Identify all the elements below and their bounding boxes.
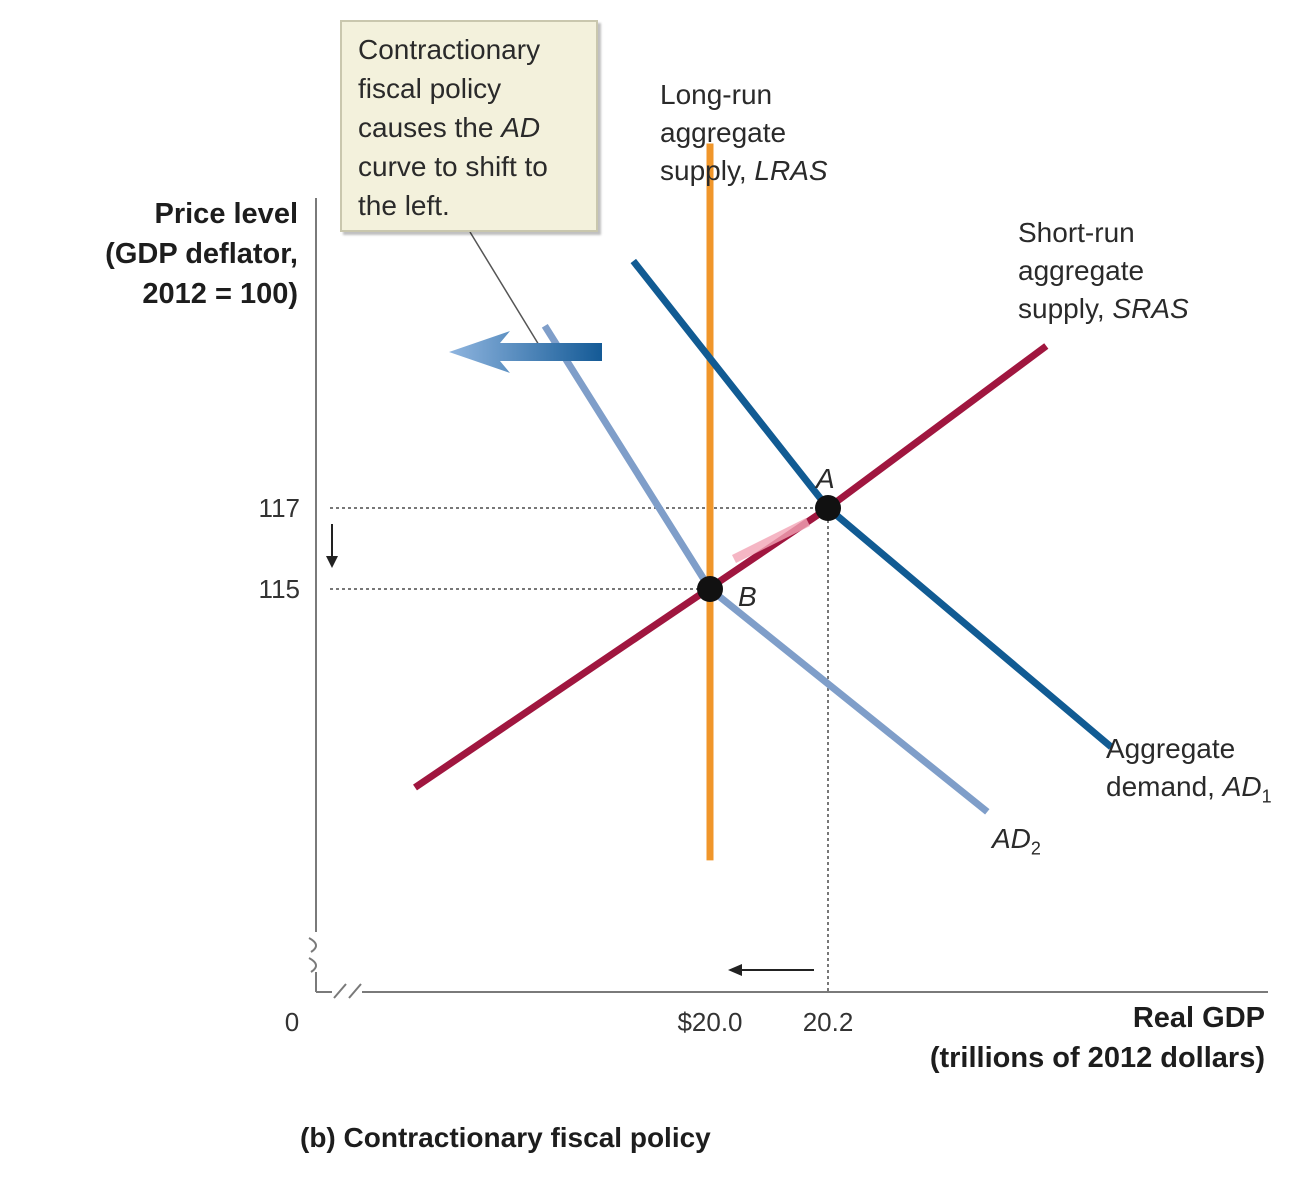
point-b-label: B [738,581,757,612]
sras-label: Short-run aggregate supply, SRAS [1018,217,1189,324]
curve-ad2 [541,323,990,815]
callout-box: Contractionary fiscal policy causes the … [340,20,598,232]
callout-line-1: Contractionary [358,34,541,65]
y-axis-title: Price level (GDP deflator, 2012 = 100) [105,198,298,310]
price-down-arrow-icon [326,556,338,568]
callout-line-5: the left. [358,190,450,221]
y-tick-115: 115 [259,574,300,604]
equilibrium-point-b [697,576,723,602]
y-tick-117: 117 [259,493,300,523]
chart-curves [413,143,1114,861]
x-axis-break [333,983,362,999]
chart-tick-labels: 115 117 $20.0 20.2 0 [259,493,854,1037]
ad2-label: AD2 [992,823,1041,859]
callout-line-3: causes the AD [358,112,541,143]
x-axis-title: Real GDP (trillions of 2012 dollars) [929,1002,1265,1074]
callout-line-2: fiscal policy [358,73,502,104]
chart-annotations [326,231,814,976]
chart-axes [308,198,1268,999]
x-tick-20.0: $20.0 [677,1007,742,1037]
y-axis-break [308,937,317,973]
x-tick-20.2: 20.2 [803,1007,854,1037]
callout-pointer [469,231,543,351]
curve-sras [413,343,1049,791]
ad1-label: Aggregate demand, AD1 [1106,733,1272,807]
output-left-arrow-icon [728,964,742,976]
sras-movement-highlight [731,517,811,564]
dotted-guides [330,507,829,992]
shift-left-arrow-icon [449,331,602,373]
figure-caption: (b) Contractionary fiscal policy [300,1122,711,1153]
point-a-label: A [816,463,835,494]
lras-label: Long-run aggregate supply, LRAS [660,79,828,186]
origin-label: 0 [285,1007,299,1037]
callout-line-4: curve to shift to [358,151,548,182]
equilibrium-point-a [815,495,841,521]
curve-ad1 [630,258,1114,750]
